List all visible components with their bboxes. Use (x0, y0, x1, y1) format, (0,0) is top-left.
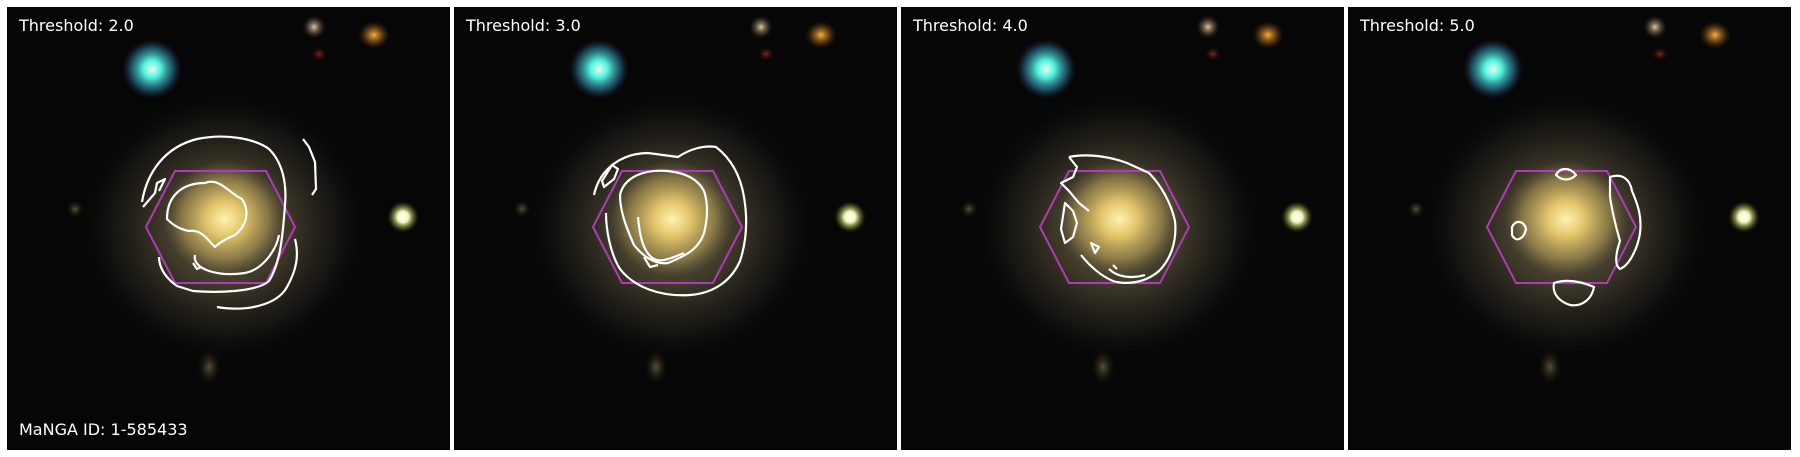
threshold-label: Threshold: 4.0 (913, 16, 1028, 35)
contour (592, 145, 748, 297)
panel-threshold-2: Threshold: 2.0 MaNGA ID: 1-585433 (7, 7, 450, 450)
threshold-label: Threshold: 5.0 (1360, 16, 1475, 35)
panel-threshold-5: Threshold: 5.0 (1348, 7, 1791, 450)
panel-threshold-3: Threshold: 3.0 (454, 7, 897, 450)
galaxy-image (454, 7, 897, 450)
galaxy-image (7, 7, 450, 450)
panel-threshold-4: Threshold: 4.0 (901, 7, 1344, 450)
contour (140, 135, 318, 310)
galaxy-image (901, 7, 1344, 450)
contour (1059, 154, 1177, 284)
threshold-label: Threshold: 3.0 (466, 16, 581, 35)
galaxy-image (1348, 7, 1791, 450)
threshold-label: Threshold: 2.0 (19, 16, 134, 35)
contour (1510, 167, 1642, 307)
manga-id-label: MaNGA ID: 1-585433 (19, 420, 188, 439)
